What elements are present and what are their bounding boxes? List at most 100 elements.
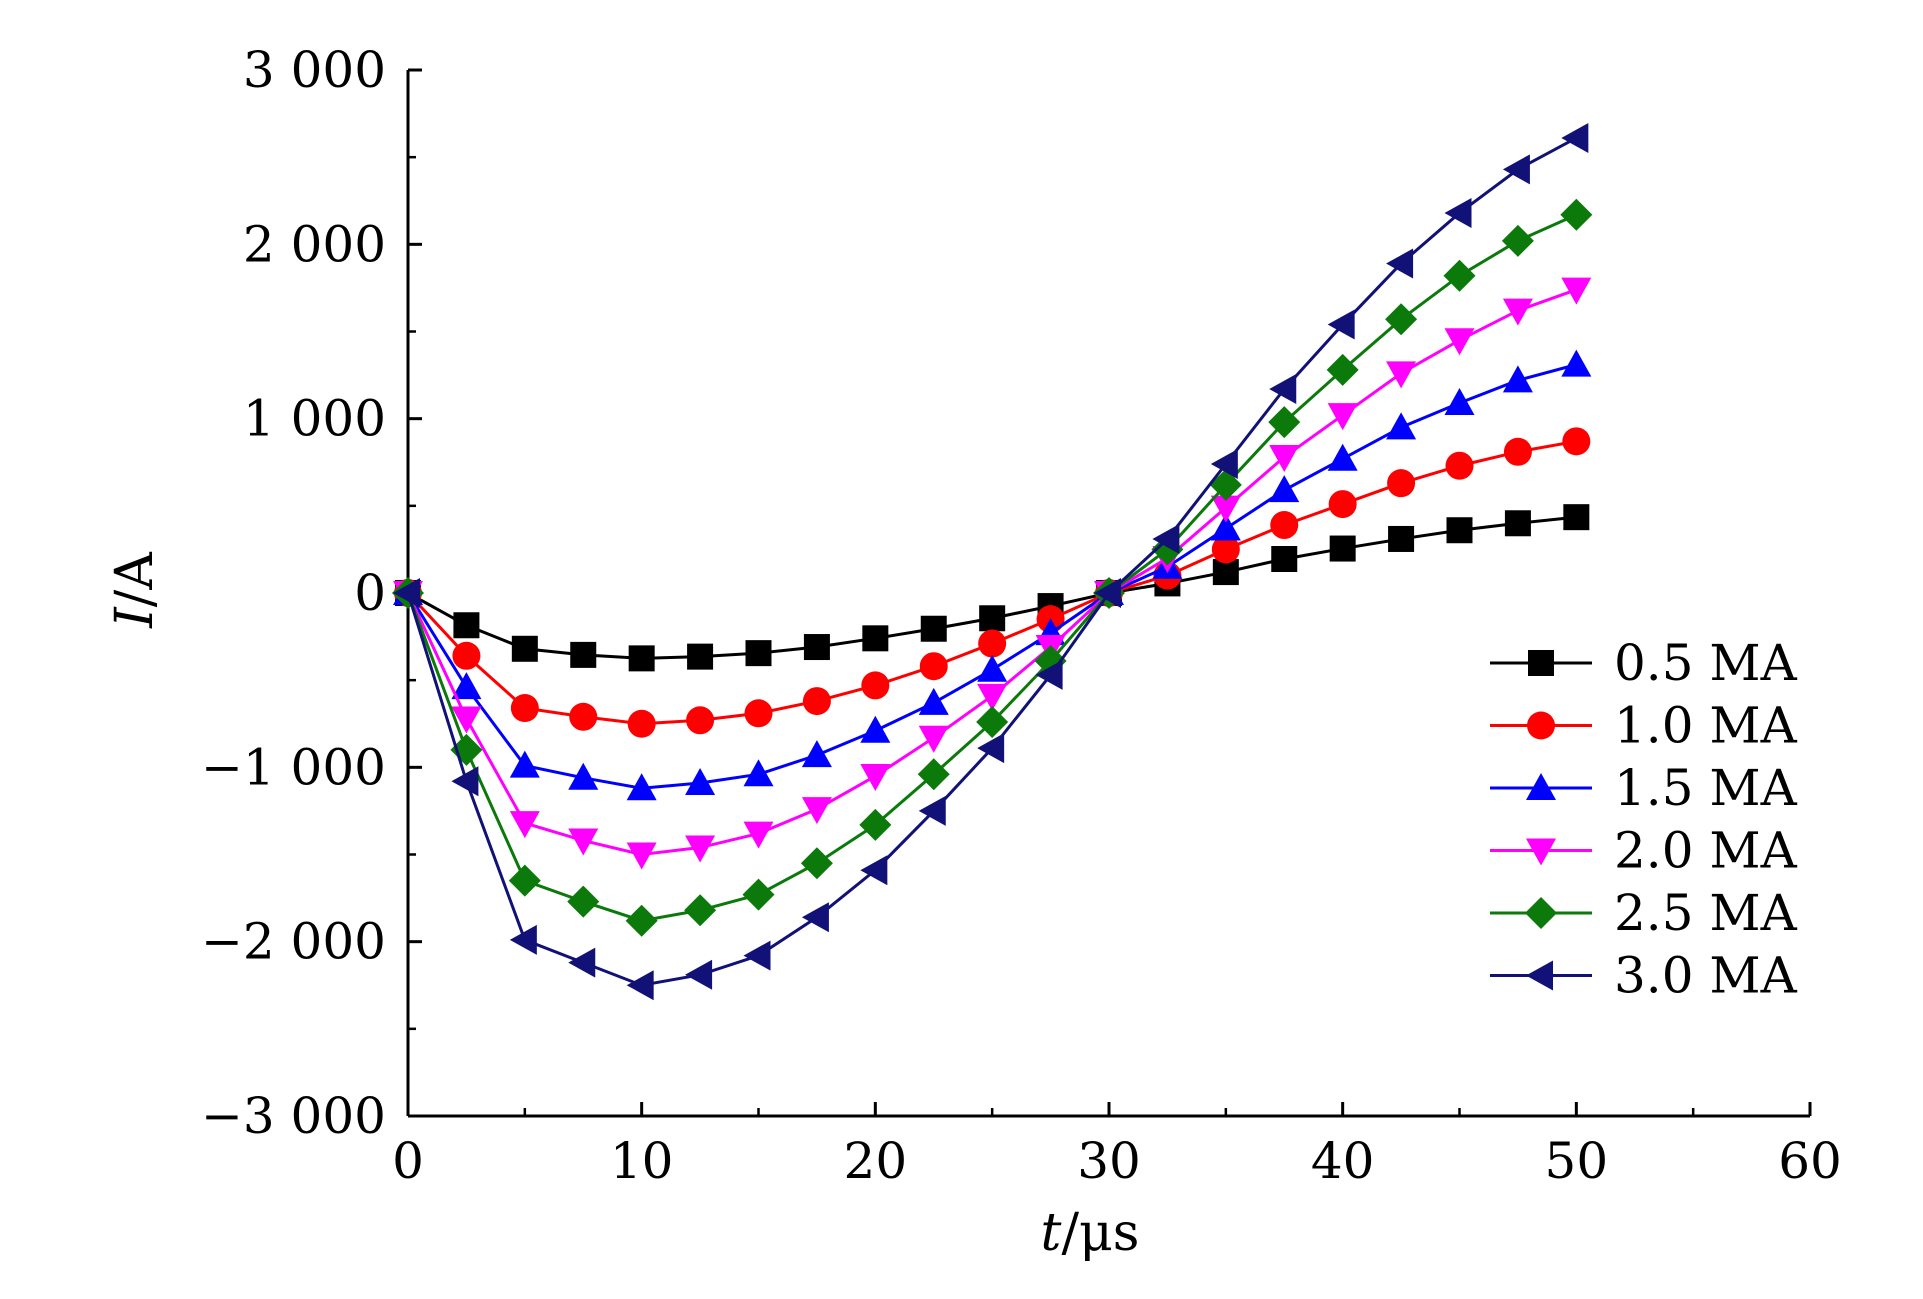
data-point bbox=[1327, 443, 1358, 471]
data-point bbox=[860, 855, 888, 886]
legend-marker bbox=[1527, 711, 1555, 740]
x-tick-label: 0 bbox=[392, 1132, 424, 1190]
data-point bbox=[1269, 445, 1300, 473]
data-point bbox=[918, 725, 949, 753]
data-point bbox=[509, 750, 540, 778]
data-point bbox=[1444, 197, 1472, 228]
data-point bbox=[1386, 248, 1414, 279]
data-point bbox=[976, 706, 1009, 739]
legend-item: 1.5 MA bbox=[1490, 759, 1798, 817]
data-point bbox=[1561, 277, 1592, 305]
data-point bbox=[917, 758, 950, 791]
y-tick-label: 2 000 bbox=[243, 215, 386, 273]
data-point bbox=[687, 643, 714, 670]
data-point bbox=[801, 797, 832, 825]
y-tick-label: 3 000 bbox=[243, 41, 386, 99]
data-point bbox=[918, 795, 946, 826]
legend-marker bbox=[1526, 773, 1556, 800]
data-point bbox=[801, 740, 832, 768]
data-point bbox=[568, 762, 599, 790]
data-point bbox=[1385, 303, 1418, 336]
data-point bbox=[628, 645, 655, 672]
data-point bbox=[511, 635, 538, 662]
data-point bbox=[743, 759, 774, 787]
data-point bbox=[745, 640, 772, 667]
data-point bbox=[510, 694, 539, 723]
data-point bbox=[1562, 427, 1591, 456]
data-point bbox=[1387, 469, 1416, 498]
data-point bbox=[625, 904, 658, 937]
x-tick-label: 10 bbox=[610, 1132, 674, 1190]
data-point bbox=[1561, 122, 1589, 153]
legend-marker bbox=[1528, 650, 1554, 676]
legend-item: 2.0 MA bbox=[1490, 822, 1798, 880]
data-point bbox=[862, 625, 889, 652]
data-point bbox=[686, 706, 715, 735]
y-tick-label: 0 bbox=[354, 564, 386, 622]
y-tick-label: 1 000 bbox=[243, 390, 386, 448]
data-point bbox=[860, 764, 891, 792]
series-5 bbox=[392, 198, 1593, 937]
data-point bbox=[626, 842, 657, 870]
data-point bbox=[1326, 353, 1359, 386]
legend-item: 2.5 MA bbox=[1490, 884, 1798, 942]
data-point bbox=[626, 970, 654, 1001]
data-point bbox=[453, 612, 480, 639]
data-point bbox=[685, 768, 716, 796]
data-point bbox=[743, 821, 774, 849]
legend-marker bbox=[1525, 897, 1557, 929]
data-point bbox=[1271, 546, 1298, 573]
data-point bbox=[1502, 154, 1530, 185]
data-point bbox=[568, 828, 599, 856]
series-4 bbox=[393, 277, 1592, 870]
data-point bbox=[1502, 298, 1533, 326]
x-tick-label: 40 bbox=[1311, 1132, 1375, 1190]
data-point bbox=[1035, 659, 1063, 690]
data-point bbox=[861, 671, 890, 700]
x-tick-label: 20 bbox=[844, 1132, 908, 1190]
legend-label: 2.5 MA bbox=[1614, 884, 1798, 942]
data-point bbox=[1446, 517, 1473, 544]
legend-item: 1.0 MA bbox=[1490, 697, 1798, 755]
data-point bbox=[744, 699, 773, 728]
legend-marker bbox=[1526, 960, 1553, 991]
y-tick-label: −2 000 bbox=[201, 913, 386, 971]
series-layer bbox=[392, 122, 1593, 1001]
data-point bbox=[1269, 374, 1297, 405]
data-point bbox=[1327, 309, 1355, 340]
legend-item: 3.0 MA bbox=[1490, 947, 1798, 1005]
data-point bbox=[1444, 328, 1475, 356]
data-point bbox=[800, 847, 833, 880]
data-point bbox=[743, 940, 771, 971]
x-tick-label: 30 bbox=[1077, 1132, 1141, 1190]
legend-label: 0.5 MA bbox=[1614, 634, 1798, 692]
data-point bbox=[567, 885, 600, 918]
x-tick-label: 60 bbox=[1778, 1132, 1842, 1190]
series-1 bbox=[395, 504, 1590, 672]
data-point bbox=[1502, 365, 1533, 393]
y-axis-label: I/A bbox=[105, 551, 165, 629]
data-point bbox=[977, 683, 1008, 711]
data-point bbox=[569, 702, 598, 731]
data-point bbox=[451, 766, 479, 797]
data-point bbox=[1329, 535, 1356, 562]
data-point bbox=[919, 652, 948, 681]
data-point bbox=[626, 773, 657, 801]
data-point bbox=[979, 605, 1006, 632]
data-point bbox=[1270, 511, 1299, 540]
data-point bbox=[1561, 349, 1592, 377]
legend-marker bbox=[1526, 838, 1556, 866]
data-point bbox=[1328, 490, 1357, 519]
data-point bbox=[1209, 468, 1242, 501]
legend-label: 1.0 MA bbox=[1614, 697, 1798, 755]
data-point bbox=[627, 709, 656, 738]
data-point bbox=[568, 947, 596, 978]
data-point bbox=[802, 687, 831, 716]
data-point bbox=[1211, 535, 1240, 564]
data-point bbox=[1269, 475, 1300, 503]
data-point bbox=[509, 811, 540, 839]
data-point bbox=[803, 634, 830, 661]
data-point bbox=[1386, 412, 1417, 440]
data-point bbox=[1501, 224, 1534, 257]
